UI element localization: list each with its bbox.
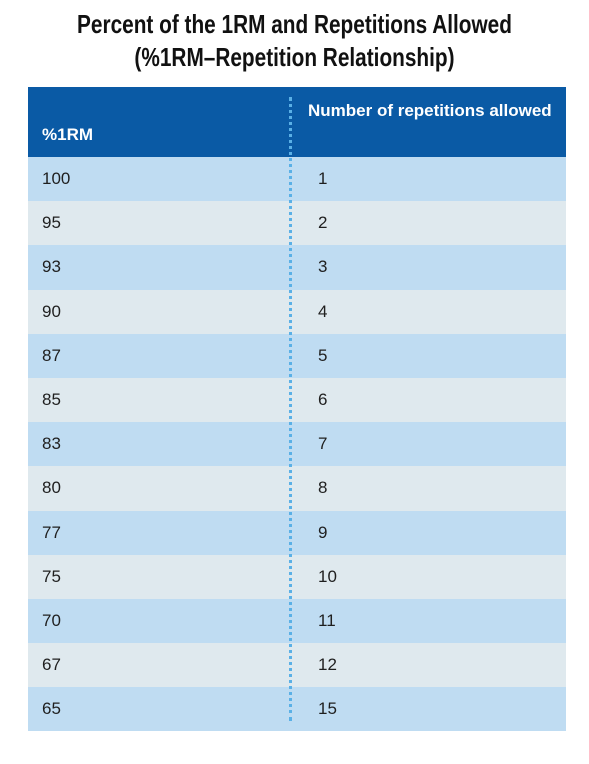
table-row: 90 4: [28, 289, 566, 334]
table-row: 65 15: [28, 687, 566, 732]
title-line-1: Percent of the 1RM and Repetitions Allow…: [77, 9, 512, 39]
table-row: 95 2: [28, 201, 566, 246]
cell-repetitions: 11: [318, 610, 336, 630]
cell-percent-1rm: 80: [42, 478, 61, 498]
table-row: 100 1: [28, 157, 566, 202]
cell-percent-1rm: 100: [42, 169, 71, 189]
cell-repetitions: 10: [318, 566, 337, 586]
table-row: 80 8: [28, 466, 566, 511]
cell-percent-1rm: 90: [42, 301, 61, 321]
cell-percent-1rm: 93: [42, 257, 61, 277]
cell-percent-1rm: 95: [42, 213, 61, 233]
cell-percent-1rm: 70: [42, 610, 61, 630]
repetition-table: %1RM Number of repetitions allowed 100 1 9…: [28, 87, 566, 732]
title-line-2: (%1RM–Repetition Relationship): [134, 42, 455, 72]
table-row: 87 5: [28, 333, 566, 378]
cell-repetitions: 5: [318, 345, 328, 365]
cell-repetitions: 2: [318, 213, 328, 233]
cell-repetitions: 1: [318, 169, 328, 189]
table-row: 93 3: [28, 245, 566, 290]
header-repetitions-allowed: Number of repetitions allowed: [308, 101, 552, 120]
cell-repetitions: 12: [318, 655, 337, 675]
cell-percent-1rm: 75: [42, 566, 61, 586]
table-row: 67 12: [28, 643, 566, 688]
cell-repetitions: 9: [318, 522, 328, 542]
cell-percent-1rm: 67: [42, 655, 61, 675]
cell-repetitions: 6: [318, 390, 328, 410]
cell-percent-1rm: 87: [42, 345, 61, 365]
table-row: 83 7: [28, 422, 566, 467]
cell-repetitions: 8: [318, 478, 328, 498]
cell-percent-1rm: 77: [42, 522, 61, 542]
cell-percent-1rm: 65: [42, 699, 61, 719]
cell-repetitions: 15: [318, 699, 337, 719]
cell-repetitions: 3: [318, 257, 328, 277]
header-percent-1rm: %1RM: [42, 125, 94, 144]
cell-repetitions: 7: [318, 434, 328, 454]
table-header: %1RM Number of repetitions allowed: [28, 87, 566, 157]
table-row: 85 6: [28, 377, 566, 423]
cell-repetitions: 4: [318, 301, 328, 321]
page-title: Percent of the 1RM and Repetitions Allow…: [59, 8, 530, 74]
table-row: 70 11: [28, 598, 566, 644]
cell-percent-1rm: 83: [42, 434, 61, 454]
cell-percent-1rm: 85: [42, 390, 61, 410]
table-row: 75 10: [28, 554, 566, 599]
table-row: 77 9: [28, 510, 566, 555]
table-body: 100 1 95 2 93 3 90 4 87 5 85 6 83 7 80 8 77 9 75 10 70 11 67 12…: [28, 157, 566, 732]
